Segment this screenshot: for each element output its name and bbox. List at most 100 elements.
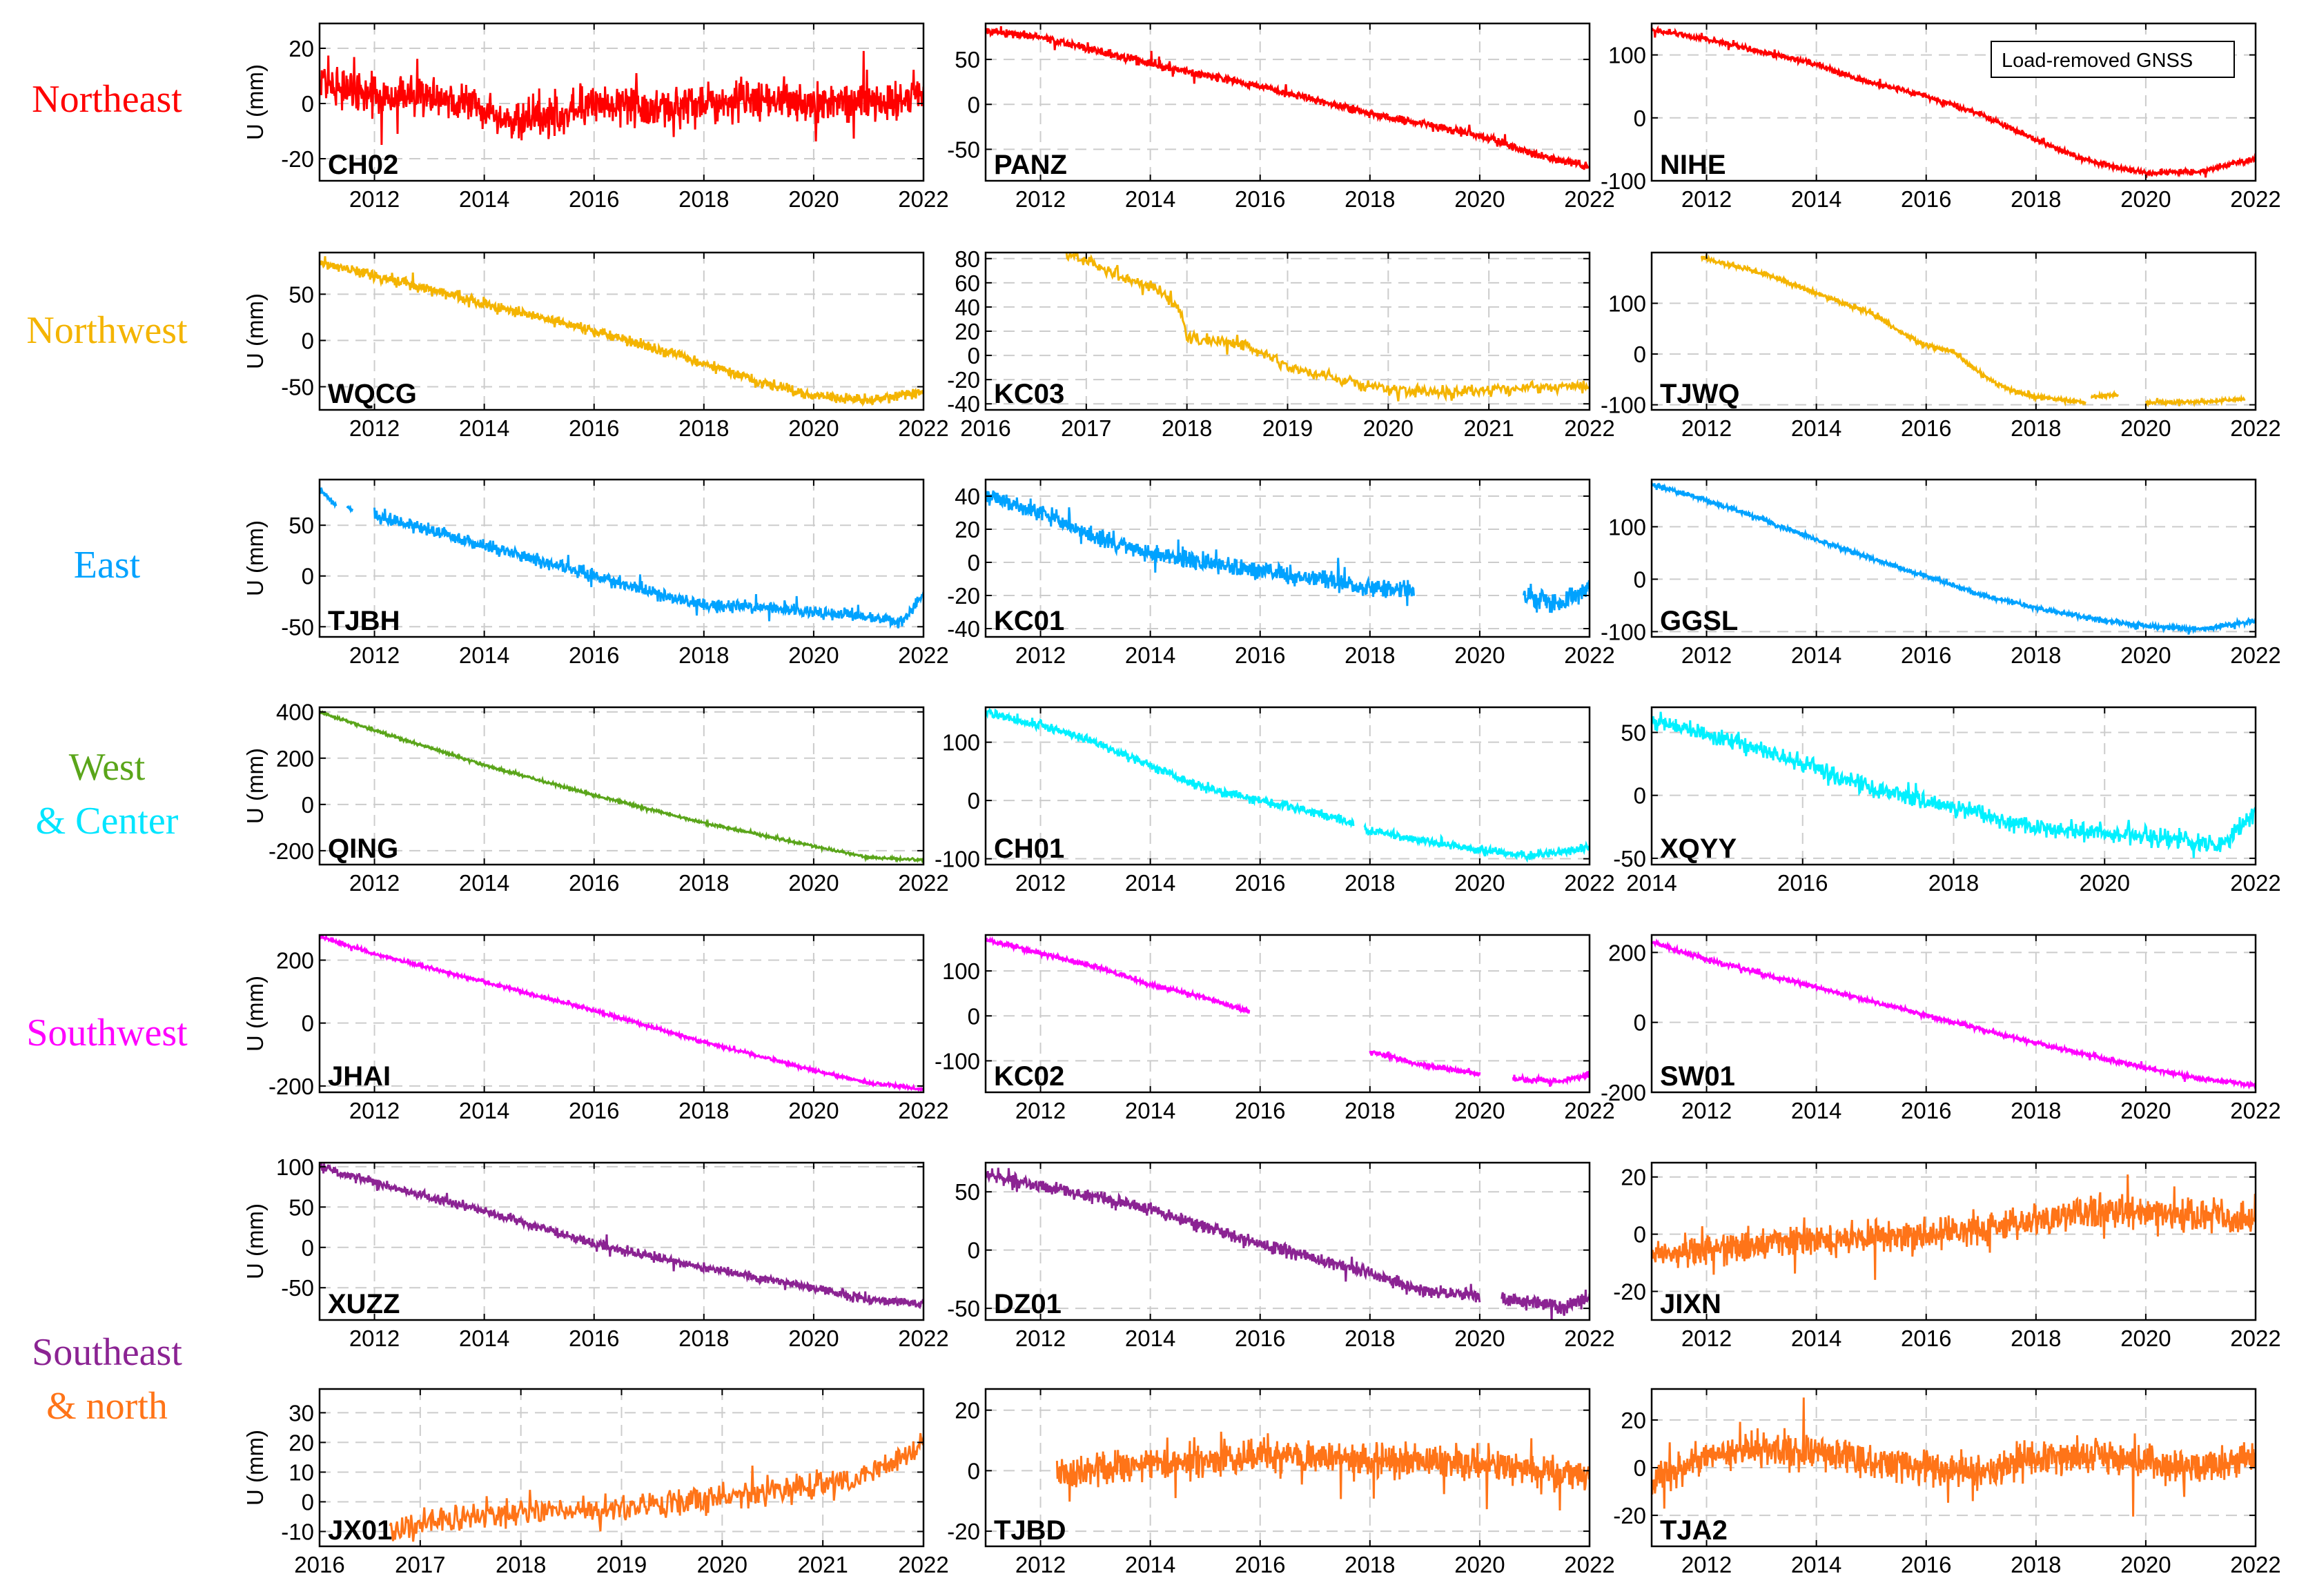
- series-line-jx01: [389, 1432, 923, 1542]
- x-tick-label: 2020: [2080, 870, 2130, 896]
- series-line-dz01-b: [1501, 1290, 1590, 1320]
- station-label: CH01: [994, 834, 1064, 864]
- x-tick-label: 2016: [569, 415, 619, 441]
- y-tick-label: 400: [276, 700, 314, 725]
- x-tick-label: 2016: [1235, 870, 1285, 896]
- x-tick-label: 2014: [459, 870, 509, 896]
- y-tick-label: 20: [289, 1430, 314, 1455]
- series-line-tjwq-c: [2144, 393, 2246, 408]
- x-tick-label: 2018: [678, 642, 729, 668]
- axes-frame: [984, 22, 1591, 182]
- x-tick-label: 2022: [2230, 870, 2280, 896]
- series-line-kc02-c: [1512, 1070, 1590, 1087]
- x-tick-label: 2014: [1791, 1552, 1841, 1577]
- x-tick-label: 2018: [2011, 415, 2061, 441]
- x-tick-label: 2020: [2120, 1326, 2171, 1351]
- x-tick-label: 2020: [2120, 642, 2171, 668]
- x-tick-label: 2022: [898, 186, 948, 212]
- y-tick-label: 0: [968, 1458, 980, 1484]
- y-tick-label: 50: [289, 1194, 314, 1220]
- x-tick-label: 2012: [1681, 642, 1732, 668]
- station-label: KC01: [994, 606, 1064, 636]
- y-tick-label: 60: [955, 270, 980, 296]
- panel-tja2: 2012 2014 2016 2018 2020 2022 -20 0 20 TJA2: [1613, 1388, 2281, 1577]
- x-tick-label: 2014: [1791, 1326, 1841, 1351]
- x-tick-label: 2020: [1454, 870, 1505, 896]
- panel-nihe: 2012 2014 2016 2018 2020 2022 -100 0 100 NIHE: [1601, 22, 2281, 212]
- region-label: Southwest: [26, 1012, 188, 1054]
- x-tick-label: 2022: [898, 415, 948, 441]
- x-tick-label: 2018: [1345, 1098, 1395, 1123]
- station-label: DZ01: [994, 1289, 1062, 1319]
- x-tick-label: 2012: [1015, 1552, 1066, 1577]
- panel-jixn: 2012 2014 2016 2018 2020 2022 -20 0 20 JIXN: [1613, 1161, 2281, 1351]
- y-axis-label: U (mm): [242, 293, 268, 369]
- x-tick-label: 2012: [1015, 870, 1066, 896]
- x-tick-label: 2018: [678, 186, 729, 212]
- x-tick-label: 2022: [898, 1098, 948, 1123]
- axes-frame: [1650, 934, 2257, 1094]
- x-tick-label: 2017: [395, 1552, 445, 1577]
- legend-text: Load-removed GNSS: [2002, 50, 2193, 72]
- series-line-nihe: [1652, 25, 2256, 178]
- axes-frame: [318, 22, 925, 182]
- y-tick-label: 20: [955, 1398, 980, 1423]
- x-tick-label: 2016: [1901, 642, 1951, 668]
- x-tick-label: 2018: [2011, 1098, 2061, 1123]
- x-tick-label: 2018: [1345, 642, 1395, 668]
- y-tick-label: -20: [281, 146, 314, 172]
- x-tick-label: 2020: [788, 1098, 839, 1123]
- x-tick-label: 2018: [2011, 186, 2061, 212]
- y-tick-label: 0: [302, 328, 314, 353]
- x-tick-label: 2020: [788, 186, 839, 212]
- x-tick-label: 2018: [678, 415, 729, 441]
- axes-frame: [984, 1388, 1591, 1548]
- x-tick-label: 2016: [569, 642, 619, 668]
- station-label: TJBH: [328, 606, 400, 636]
- y-tick-label: -50: [281, 614, 314, 640]
- y-tick-label: -10: [281, 1519, 314, 1544]
- y-tick-label: 0: [302, 1235, 314, 1261]
- panel-xuzz: 2012 2014 2016 2018 2020 2022 -50 0 50 100 U (mm) X…: [242, 1154, 949, 1351]
- x-tick-label: 2022: [898, 1552, 948, 1577]
- x-tick-label: 2020: [1454, 1098, 1505, 1123]
- panel-kc02: 2012 2014 2016 2018 2020 2022 -100 0 100 KC02: [935, 934, 1615, 1123]
- y-tick-label: -20: [1613, 1279, 1646, 1305]
- station-label: TJWQ: [1660, 379, 1740, 409]
- panel-panz: 2012 2014 2016 2018 2020 2022 -50 0 50 PANZ: [947, 22, 1615, 212]
- station-label: WQCG: [328, 379, 417, 409]
- x-tick-label: 2016: [569, 186, 619, 212]
- station-label: NIHE: [1660, 150, 1726, 180]
- region-label: & north: [46, 1385, 168, 1428]
- x-tick-label: 2020: [2120, 186, 2171, 212]
- series-line-kc02-a: [986, 936, 1251, 1014]
- x-tick-label: 2012: [1015, 642, 1066, 668]
- x-tick-label: 2022: [2230, 1552, 2280, 1577]
- x-tick-label: 2012: [1015, 1098, 1066, 1123]
- x-tick-label: 2012: [1681, 186, 1732, 212]
- x-tick-label: 2022: [2230, 1098, 2280, 1123]
- series-line-tjwq-b: [2090, 389, 2120, 401]
- region-label: Northeast: [32, 78, 182, 121]
- x-tick-label: 2012: [1681, 1326, 1732, 1351]
- y-tick-label: 20: [955, 517, 980, 542]
- y-tick-label: 0: [1634, 106, 1646, 131]
- x-tick-label: 2014: [1626, 870, 1677, 896]
- x-tick-label: 2016: [1901, 1552, 1951, 1577]
- y-tick-label: 0: [302, 1489, 314, 1515]
- x-tick-label: 2018: [678, 1098, 729, 1123]
- x-tick-label: 2019: [596, 1552, 647, 1577]
- x-tick-label: 2019: [1262, 415, 1313, 441]
- region-labels: Northeast Northwest East West & Center Southw…: [26, 78, 188, 1428]
- y-tick-label: -40: [947, 391, 980, 417]
- x-tick-label: 2014: [1125, 642, 1175, 668]
- y-tick-label: -20: [947, 583, 980, 609]
- series-line-jixn: [1652, 1174, 2256, 1280]
- y-tick-label: 50: [955, 47, 980, 72]
- y-tick-label: -50: [947, 137, 980, 162]
- x-tick-label: 2014: [459, 186, 509, 212]
- y-tick-label: 50: [1621, 720, 1646, 745]
- x-tick-label: 2020: [788, 870, 839, 896]
- y-tick-label: -50: [947, 1296, 980, 1321]
- series-line-tjbh-b: [346, 504, 354, 514]
